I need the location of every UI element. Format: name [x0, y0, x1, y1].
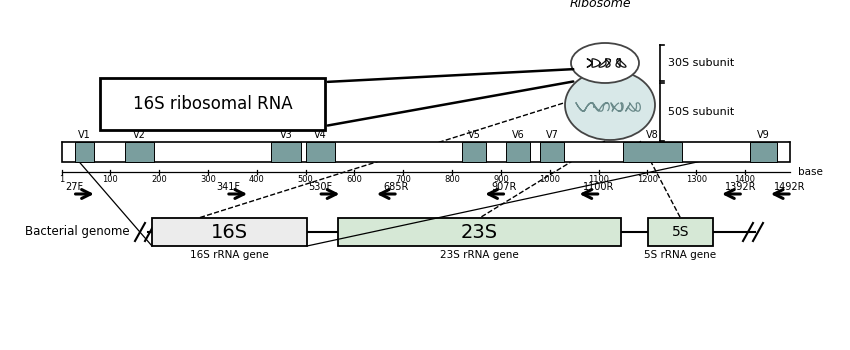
Bar [462, 142, 486, 162]
Text: V1: V1 [78, 130, 91, 140]
Ellipse shape [565, 70, 655, 140]
Text: 30S subunit: 30S subunit [668, 58, 734, 68]
Text: V3: V3 [280, 130, 292, 140]
Text: 5S rRNA gene: 5S rRNA gene [644, 250, 717, 260]
Bar [648, 218, 713, 246]
Bar [338, 218, 621, 246]
Text: 100: 100 [103, 175, 118, 184]
Text: Ribosome: Ribosome [570, 0, 631, 10]
Ellipse shape [571, 43, 639, 83]
Bar [62, 142, 790, 162]
Text: 341F: 341F [216, 182, 240, 192]
Text: V7: V7 [546, 130, 558, 140]
Text: V8: V8 [646, 130, 659, 140]
Text: 1100: 1100 [588, 175, 609, 184]
Text: 1200: 1200 [637, 175, 658, 184]
Text: 800: 800 [445, 175, 460, 184]
Text: 27F: 27F [65, 182, 84, 192]
Text: 700: 700 [395, 175, 411, 184]
Bar [506, 142, 530, 162]
Text: 1000: 1000 [539, 175, 560, 184]
Text: V2: V2 [133, 130, 146, 140]
Text: Bacterial genome: Bacterial genome [26, 225, 130, 238]
Text: 500: 500 [298, 175, 314, 184]
FancyBboxPatch shape [100, 78, 325, 130]
Bar [306, 142, 335, 162]
Text: 1492R: 1492R [774, 182, 806, 192]
Text: V9: V9 [757, 130, 770, 140]
Text: 1400: 1400 [734, 175, 756, 184]
Text: 400: 400 [249, 175, 264, 184]
Text: 16S: 16S [211, 223, 248, 241]
Text: 23S rRNA gene: 23S rRNA gene [440, 250, 518, 260]
Text: 530F: 530F [309, 182, 332, 192]
Text: 600: 600 [347, 175, 362, 184]
Text: V4: V4 [314, 130, 326, 140]
Bar [540, 142, 564, 162]
Text: V6: V6 [512, 130, 524, 140]
Text: 200: 200 [151, 175, 167, 184]
Bar [152, 218, 307, 246]
Text: 23S: 23S [461, 223, 498, 241]
Text: 900: 900 [493, 175, 509, 184]
Text: 50S subunit: 50S subunit [668, 107, 734, 117]
Text: 685R: 685R [383, 182, 409, 192]
Text: 1100R: 1100R [583, 182, 615, 192]
Bar [750, 142, 777, 162]
Text: 300: 300 [200, 175, 216, 184]
Text: 1300: 1300 [686, 175, 707, 184]
Text: 16S ribosomal RNA: 16S ribosomal RNA [133, 95, 292, 113]
Bar [125, 142, 155, 162]
Text: 907R: 907R [491, 182, 517, 192]
Text: 16S rRNA gene: 16S rRNA gene [190, 250, 269, 260]
Text: 5S: 5S [672, 225, 689, 239]
Bar [623, 142, 682, 162]
Text: 1: 1 [60, 175, 65, 184]
Text: 1392R: 1392R [725, 182, 756, 192]
Bar [75, 142, 94, 162]
Text: base: base [798, 167, 823, 177]
Text: V5: V5 [468, 130, 480, 140]
Bar [271, 142, 301, 162]
